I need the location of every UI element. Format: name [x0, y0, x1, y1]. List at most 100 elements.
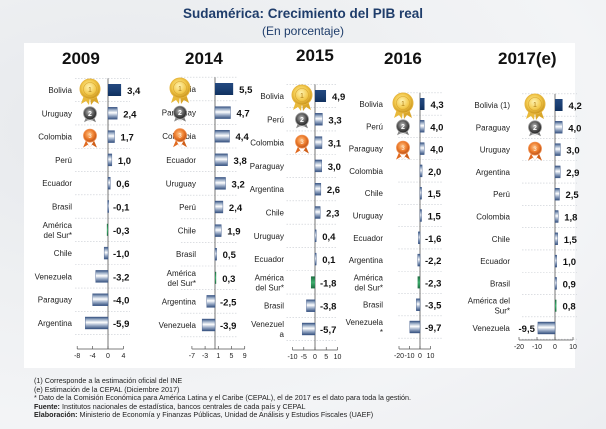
category-label: Colombia: [476, 213, 510, 222]
gold-medal-icon: 1: [392, 92, 414, 119]
year-title-2015: 2015: [296, 46, 334, 65]
category-label: Chile: [178, 227, 197, 236]
value-label: -2,2: [425, 256, 441, 267]
chart-2017-e: -20 -10 0 10 4,2 Bolivia (1) 1 4,0 Paraguay 2 3,0 U…: [468, 93, 582, 351]
silver-medal-icon: 2: [528, 120, 542, 137]
category-label: Brasil: [176, 250, 196, 259]
bar-america-del-sur: [310, 276, 315, 289]
category-label: Brasil: [490, 279, 510, 288]
x-tick-label: -5: [301, 354, 307, 361]
svg-text:1: 1: [88, 87, 92, 94]
x-tick-label: -20: [394, 353, 404, 360]
footnote-e: (e) Estimación de la CEPAL (Diciembre 20…: [34, 384, 180, 394]
svg-text:1: 1: [300, 93, 304, 100]
svg-text:1: 1: [401, 101, 405, 108]
bar-colombia: [419, 164, 423, 178]
value-label: 3,1: [328, 139, 342, 150]
x-tick-label: -7: [189, 353, 195, 360]
svg-text:2: 2: [88, 111, 92, 118]
bar-america-del-sur: [555, 299, 557, 312]
svg-text:2: 2: [300, 117, 304, 124]
value-label: 1,5: [564, 235, 578, 246]
bar-chile: [419, 186, 422, 200]
x-tick-label: 10: [334, 354, 342, 361]
bar-uruguay: [214, 177, 226, 190]
bar-chile: [314, 206, 321, 219]
category-label: Uruguay: [353, 212, 383, 221]
category-label: Bolivia: [260, 92, 284, 101]
category-label: América del Sur*: [167, 269, 197, 288]
value-label: -5,9: [113, 319, 129, 330]
svg-text:3: 3: [178, 134, 182, 140]
bronze-medal-icon: 3: [173, 128, 187, 148]
value-label: 0,8: [562, 302, 575, 313]
value-label: 2,5: [566, 190, 580, 201]
category-label: Paraguay: [250, 162, 284, 171]
category-label: Ecuador: [166, 156, 196, 165]
value-label: 0,4: [322, 232, 336, 243]
bar-colombia: [214, 129, 230, 143]
category-label: Chile: [365, 189, 384, 198]
category-label: Ecuador: [254, 255, 284, 264]
bar-brasil: [214, 247, 217, 261]
gold-medal-icon: 1: [524, 93, 546, 120]
bar-venezuela: [201, 318, 216, 332]
value-label: -2,3: [425, 278, 441, 289]
value-label: 4,2: [569, 101, 582, 112]
gold-medal-icon: 1: [169, 77, 191, 104]
value-label: 3,2: [232, 179, 245, 190]
svg-text:3: 3: [88, 134, 92, 140]
bar-uruguay: [107, 107, 118, 120]
bar-venezuela: [301, 322, 316, 336]
value-label: 0,1: [322, 255, 336, 266]
category-label: América del Sur*: [354, 273, 384, 292]
category-label: Uruguay: [480, 146, 510, 155]
x-tick-label: 10: [569, 344, 577, 351]
category-label: Brasil: [52, 203, 72, 212]
elaboration-label: Elaboración:: [34, 410, 78, 420]
bar-argentina: [554, 165, 561, 179]
x-tick-label: 10: [427, 353, 435, 360]
x-tick-label: 5: [324, 354, 328, 361]
value-label: 2,4: [229, 203, 243, 214]
silver-medal-icon: 2: [396, 119, 410, 136]
bar-bolivia: [315, 90, 327, 102]
bar-brasil: [416, 298, 421, 311]
bar-chile: [103, 246, 109, 260]
x-tick-label: 1: [216, 353, 220, 360]
category-label: Perú: [179, 203, 196, 212]
bar-ecuador: [554, 254, 557, 268]
footnotes: (1) Corresponde a la estimación oficial …: [34, 376, 411, 420]
x-tick-label: 0: [313, 354, 317, 361]
gold-medal-icon: 1: [79, 78, 101, 105]
value-label: -3,5: [425, 301, 442, 312]
value-label: 3,0: [566, 146, 579, 157]
silver-medal-icon: 2: [173, 105, 187, 122]
bar-argentina: [417, 253, 421, 267]
value-label: 0,5: [223, 250, 237, 261]
category-label: Perú: [267, 115, 284, 124]
value-label: 2,0: [428, 167, 441, 178]
bar-bolivia-1: [555, 99, 563, 111]
footnote-source: Fuente: Institutos nacionales de estadís…: [34, 402, 411, 412]
value-label: -3,2: [113, 272, 129, 283]
bronze-medal-icon: 3: [83, 128, 97, 148]
value-label: 3,3: [328, 115, 341, 126]
chart-2015: -10 -5 0 5 10 4,9 Bolivia 1 3,3 Perú 2 3,1 Colombia 3…: [250, 84, 345, 361]
silver-medal-icon: 2: [83, 106, 97, 123]
silver-medal-icon: 2: [295, 112, 309, 129]
x-tick-label: -8: [74, 353, 80, 360]
value-label: -9,7: [425, 323, 441, 334]
svg-text:3: 3: [401, 146, 405, 152]
x-tick-label: 0: [418, 353, 422, 360]
category-label: Brasil: [264, 302, 284, 311]
value-label: -2,5: [220, 297, 237, 308]
value-label: -0,1: [113, 203, 130, 214]
year-title-2016: 2016: [384, 49, 422, 68]
value-label: 1,5: [428, 189, 442, 200]
bar-uruguay: [314, 229, 317, 243]
bar-peru: [554, 187, 560, 201]
bar-venezuela: [95, 270, 109, 283]
value-label: -1,6: [425, 234, 441, 245]
chart-subtitle: (En porcentaje): [261, 24, 345, 38]
